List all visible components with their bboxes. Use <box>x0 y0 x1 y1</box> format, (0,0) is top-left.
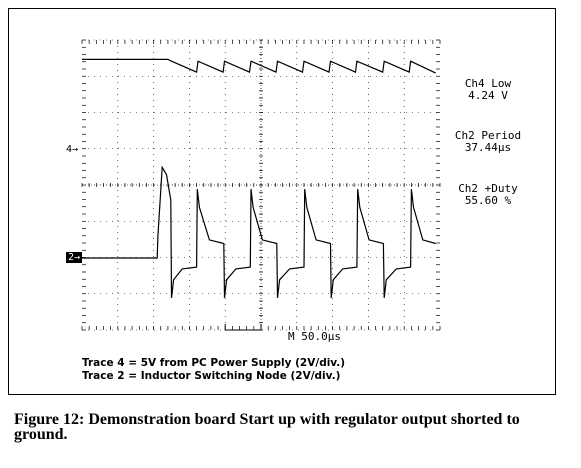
measurement-value: 4.24 V <box>468 89 508 102</box>
timebase-bracket <box>224 324 262 331</box>
measurement-name: Ch2 +Duty <box>458 182 518 195</box>
measurement-value: 37.44µs <box>464 141 512 154</box>
scope-graticule <box>81 39 441 331</box>
trace-notes: Trace 4 = 5V from PC Power Supply (2V/di… <box>82 357 345 383</box>
timebase-label: M 50.0µs <box>288 330 341 343</box>
timebase-bar <box>224 324 262 331</box>
trace-4-line <box>82 58 436 74</box>
measurement-ch4-low: Ch4 Low 4.24 V <box>442 78 534 102</box>
trace-2-line <box>82 165 436 298</box>
measurement-name: Ch4 Low <box>464 77 512 90</box>
measurement-ch2-period: Ch2 Period 37.44µs <box>442 130 534 154</box>
measurement-name: Ch2 Period <box>454 129 522 142</box>
trace-note-2: Trace 2 = Inductor Switching Node (2V/di… <box>82 370 341 382</box>
channel-2-marker: 2→ <box>66 252 83 263</box>
channel-4-marker: 4→ <box>66 144 79 155</box>
measurement-value: 55.60 % <box>464 194 512 207</box>
measurement-ch2-duty: Ch2 +Duty 55.60 % <box>442 183 534 207</box>
figure-frame <box>8 8 556 395</box>
trace-note-4: Trace 4 = 5V from PC Power Supply (2V/di… <box>82 357 346 369</box>
figure-caption: Figure 12: Demonstration board Start up … <box>14 411 520 443</box>
